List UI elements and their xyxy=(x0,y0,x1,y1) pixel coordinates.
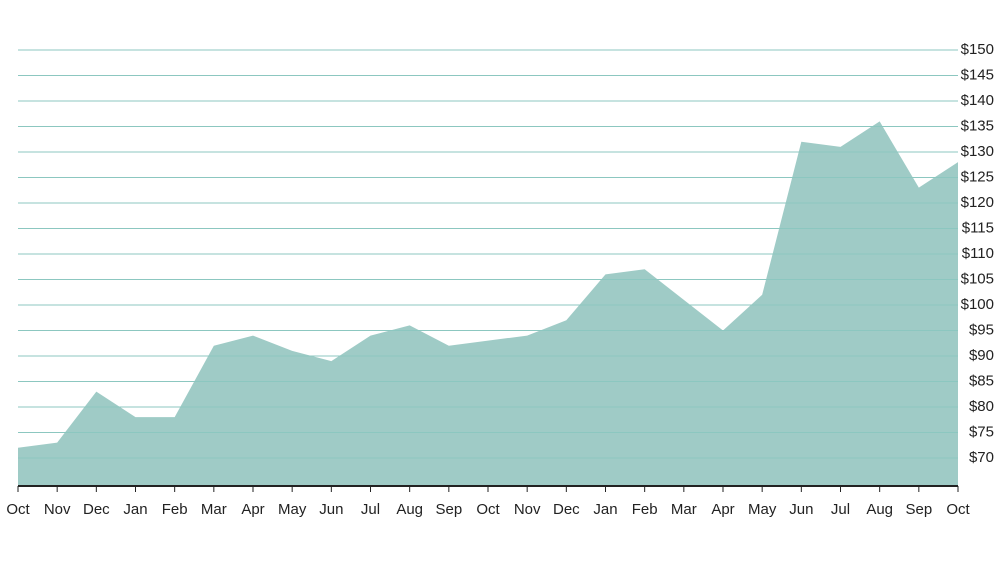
y-tick-label: $110 xyxy=(962,245,994,262)
y-tick-label: $100 xyxy=(961,296,994,313)
x-tick-label: Nov xyxy=(44,501,71,518)
x-tick-label: Aug xyxy=(396,501,423,518)
x-tick-label: Jan xyxy=(593,501,617,518)
x-tick-label: Jul xyxy=(831,501,850,518)
x-tick-label: Jan xyxy=(123,501,147,518)
x-tick-label: Mar xyxy=(201,501,227,518)
y-tick-label: $120 xyxy=(961,194,994,211)
x-tick-label: Oct xyxy=(476,501,500,518)
x-tick-label: Feb xyxy=(632,501,658,518)
x-tick-label: May xyxy=(748,501,777,518)
y-tick-label: $105 xyxy=(961,270,994,287)
x-tick-label: Apr xyxy=(241,501,264,518)
y-tick-label: $125 xyxy=(961,168,994,185)
x-tick-label: Jun xyxy=(319,501,343,518)
y-tick-label: $90 xyxy=(969,347,994,364)
x-tick-label: Nov xyxy=(514,501,541,518)
y-tick-label: $130 xyxy=(961,143,994,160)
y-tick-label: $80 xyxy=(969,398,994,415)
y-tick-label: $145 xyxy=(961,66,994,83)
x-tick-label: Jul xyxy=(361,501,380,518)
y-tick-label: $115 xyxy=(962,219,994,236)
x-tick-label: Mar xyxy=(671,501,697,518)
y-tick-label: $70 xyxy=(969,449,994,466)
y-tick-label: $150 xyxy=(961,41,994,58)
x-tick-label: Sep xyxy=(435,501,462,518)
y-tick-label: $75 xyxy=(969,423,994,440)
x-tick-label: Oct xyxy=(6,501,30,518)
x-tick-label: Dec xyxy=(83,501,110,518)
x-tick-label: Dec xyxy=(553,501,580,518)
x-tick-label: May xyxy=(278,501,307,518)
x-tick-label: Jun xyxy=(789,501,813,518)
x-tick-label: Oct xyxy=(946,501,970,518)
x-tick-label: Sep xyxy=(905,501,932,518)
y-tick-label: $140 xyxy=(961,92,994,109)
y-tick-label: $85 xyxy=(969,372,994,389)
y-tick-label: $135 xyxy=(961,117,994,134)
x-tick-label: Aug xyxy=(866,501,893,518)
x-tick-label: Feb xyxy=(162,501,188,518)
y-tick-label: $95 xyxy=(969,321,994,338)
x-tick-label: Apr xyxy=(711,501,734,518)
area xyxy=(18,121,958,486)
